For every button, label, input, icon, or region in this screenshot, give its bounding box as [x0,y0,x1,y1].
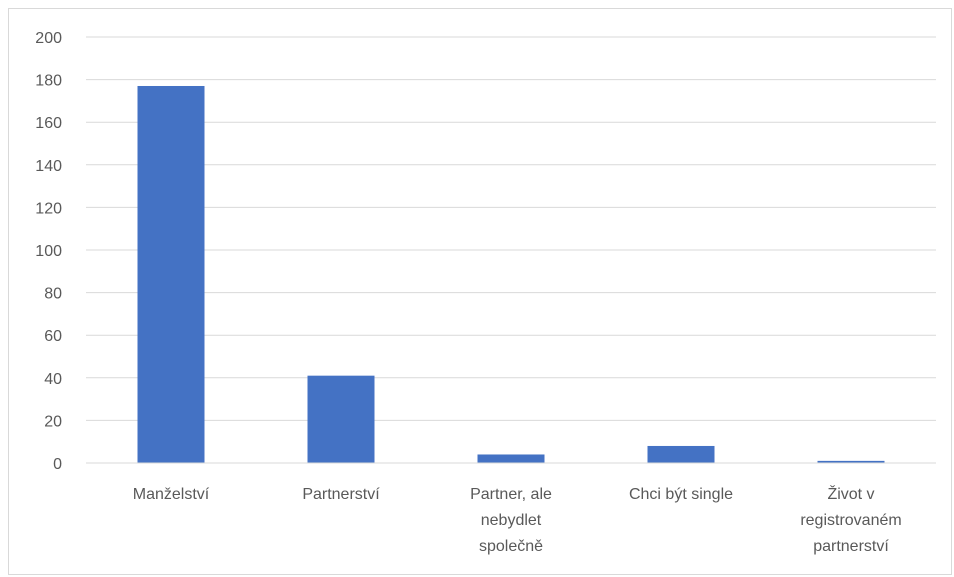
y-tick-label: 100 [35,243,62,260]
bar [477,454,545,463]
category-label: Partner, ale nebydlet společně [470,486,552,555]
y-tick-label: 0 [53,456,62,473]
y-tick-label: 160 [35,115,62,132]
y-tick-label: 140 [35,158,62,175]
y-tick-label: 80 [44,286,62,303]
bar [307,375,375,463]
category-label: Život v registrovaném partnerství [800,484,901,555]
bars [137,85,885,464]
y-tick-label: 120 [35,200,62,217]
bar [817,460,885,463]
category-label: Partnerství [302,486,380,503]
category-labels: Manželství Partnerství Partner, ale nebydle… [133,484,902,555]
y-tick-label: 40 [44,371,62,388]
y-tick-label: 180 [35,73,62,90]
y-tick-label: 20 [44,413,62,430]
bar [137,85,205,464]
gridlines [86,36,936,421]
category-label: Chci být single [629,486,733,503]
bar [647,445,715,463]
y-tick-label: 200 [35,30,62,47]
category-label: Manželství [133,486,210,503]
y-tick-label: 60 [44,328,62,345]
y-axis-ticks: 0 20 40 60 80 100 120 140 160 180 200 [35,30,62,473]
